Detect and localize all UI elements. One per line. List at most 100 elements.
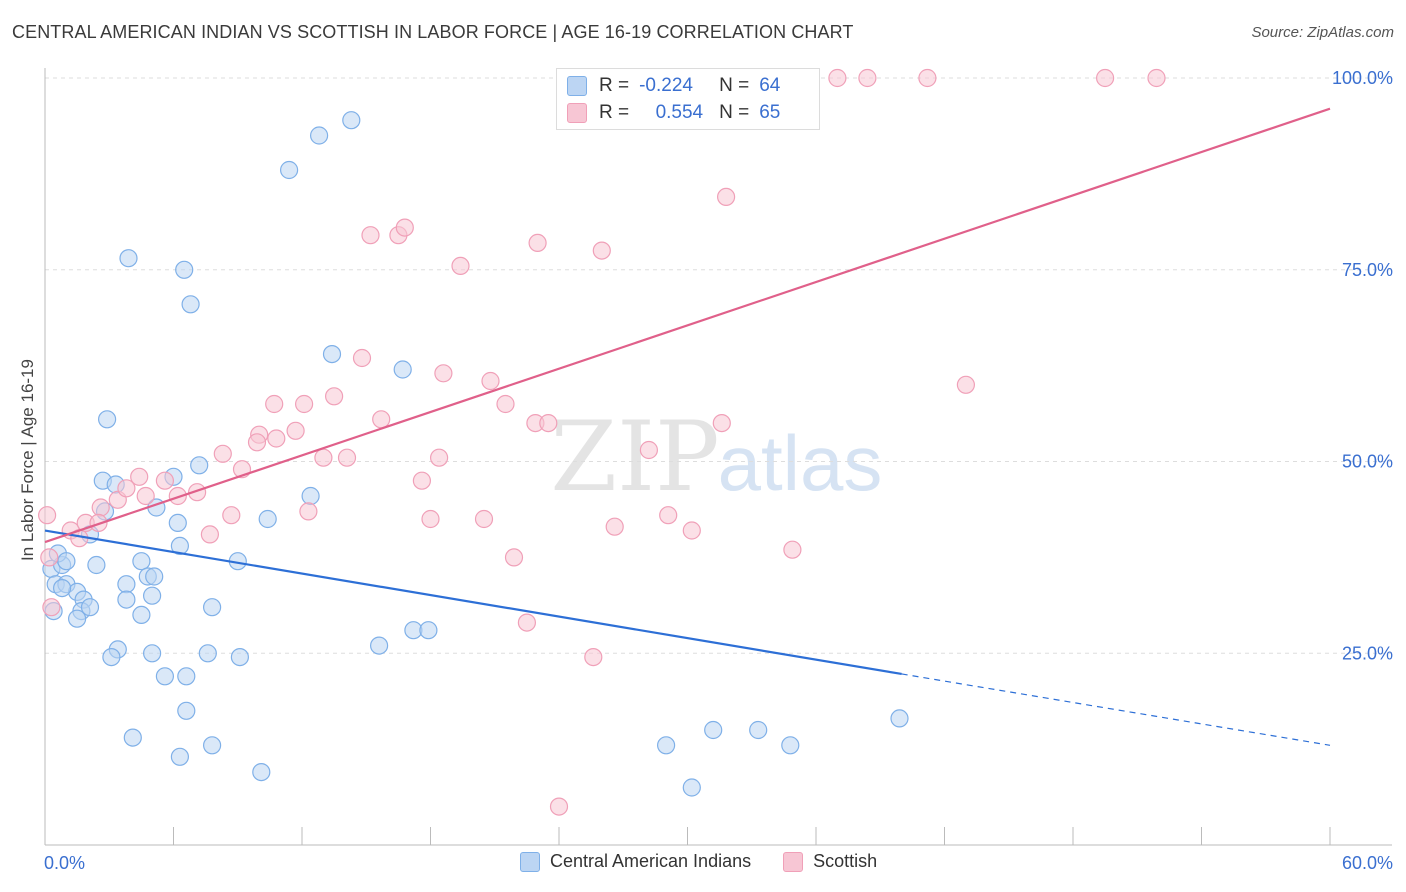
data-point bbox=[956, 375, 976, 394]
x-tick-label: 0.0% bbox=[44, 853, 85, 873]
data-point bbox=[203, 736, 222, 755]
data-point bbox=[716, 187, 736, 206]
data-point bbox=[203, 598, 222, 617]
data-point bbox=[181, 295, 200, 314]
chart-title: CENTRAL AMERICAN INDIAN VS SCOTTISH IN L… bbox=[12, 22, 854, 42]
data-point bbox=[177, 667, 196, 686]
data-point bbox=[119, 249, 138, 268]
scottish-swatch bbox=[783, 851, 804, 872]
data-point bbox=[87, 555, 106, 575]
data-point bbox=[40, 548, 59, 567]
trend-line-central-american bbox=[44, 529, 902, 676]
central-american-swatch bbox=[520, 851, 540, 872]
data-point bbox=[325, 387, 344, 406]
data-point bbox=[352, 348, 372, 368]
data-point bbox=[584, 647, 603, 667]
data-point bbox=[252, 762, 271, 782]
trend-line-extension bbox=[901, 673, 1331, 746]
data-point bbox=[175, 260, 194, 279]
data-point bbox=[605, 517, 624, 536]
data-point bbox=[267, 429, 286, 448]
r-label: R = bbox=[599, 75, 630, 96]
data-point bbox=[395, 218, 414, 237]
series-scottish-points bbox=[37, 68, 1166, 816]
data-point bbox=[280, 160, 299, 180]
source-credit: Source: ZipAtlas.com bbox=[1251, 24, 1394, 41]
data-point bbox=[117, 590, 136, 609]
data-point bbox=[361, 226, 380, 245]
data-point bbox=[322, 345, 342, 364]
data-point bbox=[412, 471, 431, 490]
data-point bbox=[783, 540, 802, 559]
data-point bbox=[393, 360, 412, 379]
data-point bbox=[37, 506, 57, 525]
data-point bbox=[155, 471, 174, 490]
legend-item-scottish[interactable]: Scottish bbox=[783, 851, 877, 872]
data-point bbox=[301, 486, 320, 506]
data-point bbox=[890, 709, 909, 728]
data-point bbox=[190, 456, 209, 475]
data-point bbox=[592, 241, 611, 260]
data-point bbox=[143, 586, 162, 605]
legend-label: Scottish bbox=[813, 851, 878, 871]
data-point bbox=[504, 548, 524, 567]
data-point bbox=[1147, 68, 1166, 88]
data-point bbox=[712, 414, 731, 433]
data-point bbox=[918, 68, 937, 88]
data-point bbox=[143, 644, 162, 663]
data-point bbox=[132, 605, 151, 625]
data-point bbox=[639, 440, 659, 460]
stats-row-central-american: R = -0.224 N = 64 bbox=[567, 75, 780, 97]
data-point bbox=[91, 498, 110, 517]
data-point bbox=[188, 483, 207, 502]
r-value: 0.554 bbox=[655, 102, 704, 123]
n-value: 64 bbox=[759, 75, 781, 96]
data-point bbox=[310, 126, 329, 145]
data-point bbox=[781, 736, 800, 755]
data-point bbox=[52, 578, 72, 598]
data-point bbox=[123, 728, 142, 747]
data-point bbox=[67, 609, 87, 628]
data-point bbox=[704, 720, 723, 740]
data-point bbox=[170, 536, 189, 556]
legend: Central American Indians Scottish bbox=[520, 851, 895, 872]
legend-item-central-american[interactable]: Central American Indians bbox=[520, 851, 751, 872]
data-point bbox=[200, 525, 219, 544]
data-point bbox=[430, 448, 449, 467]
data-point bbox=[97, 410, 117, 429]
data-point bbox=[549, 797, 569, 816]
data-point bbox=[102, 647, 121, 667]
data-point bbox=[337, 448, 357, 467]
x-tick-label: 60.0% bbox=[1342, 853, 1393, 873]
stats-row-scottish: R = 0.554 N = 65 bbox=[567, 102, 780, 124]
data-point bbox=[42, 598, 61, 617]
n-value: 65 bbox=[759, 102, 781, 123]
r-label: R = bbox=[599, 102, 630, 123]
central-american-swatch bbox=[567, 76, 587, 96]
r-value: -0.224 bbox=[639, 75, 693, 96]
y-tick-label: 50.0% bbox=[1342, 452, 1393, 472]
data-point bbox=[656, 736, 676, 755]
data-point bbox=[145, 567, 164, 586]
data-point bbox=[342, 111, 361, 130]
data-point bbox=[222, 506, 241, 525]
data-point bbox=[130, 467, 149, 486]
data-point bbox=[451, 256, 470, 275]
data-point bbox=[117, 479, 136, 498]
data-point bbox=[828, 68, 847, 88]
n-label: N = bbox=[719, 102, 750, 123]
data-point bbox=[419, 621, 438, 640]
data-point bbox=[682, 521, 701, 540]
y-tick-label: 25.0% bbox=[1342, 643, 1393, 663]
y-tick-label: 75.0% bbox=[1342, 260, 1393, 280]
data-point bbox=[170, 747, 189, 766]
data-point bbox=[474, 509, 494, 529]
data-point bbox=[168, 513, 187, 533]
data-point bbox=[177, 701, 196, 720]
data-point bbox=[295, 394, 314, 414]
data-point bbox=[1095, 68, 1115, 88]
y-axis-label: In Labor Force | Age 16-19 bbox=[18, 359, 37, 561]
data-point bbox=[539, 414, 558, 433]
data-point bbox=[213, 444, 232, 463]
